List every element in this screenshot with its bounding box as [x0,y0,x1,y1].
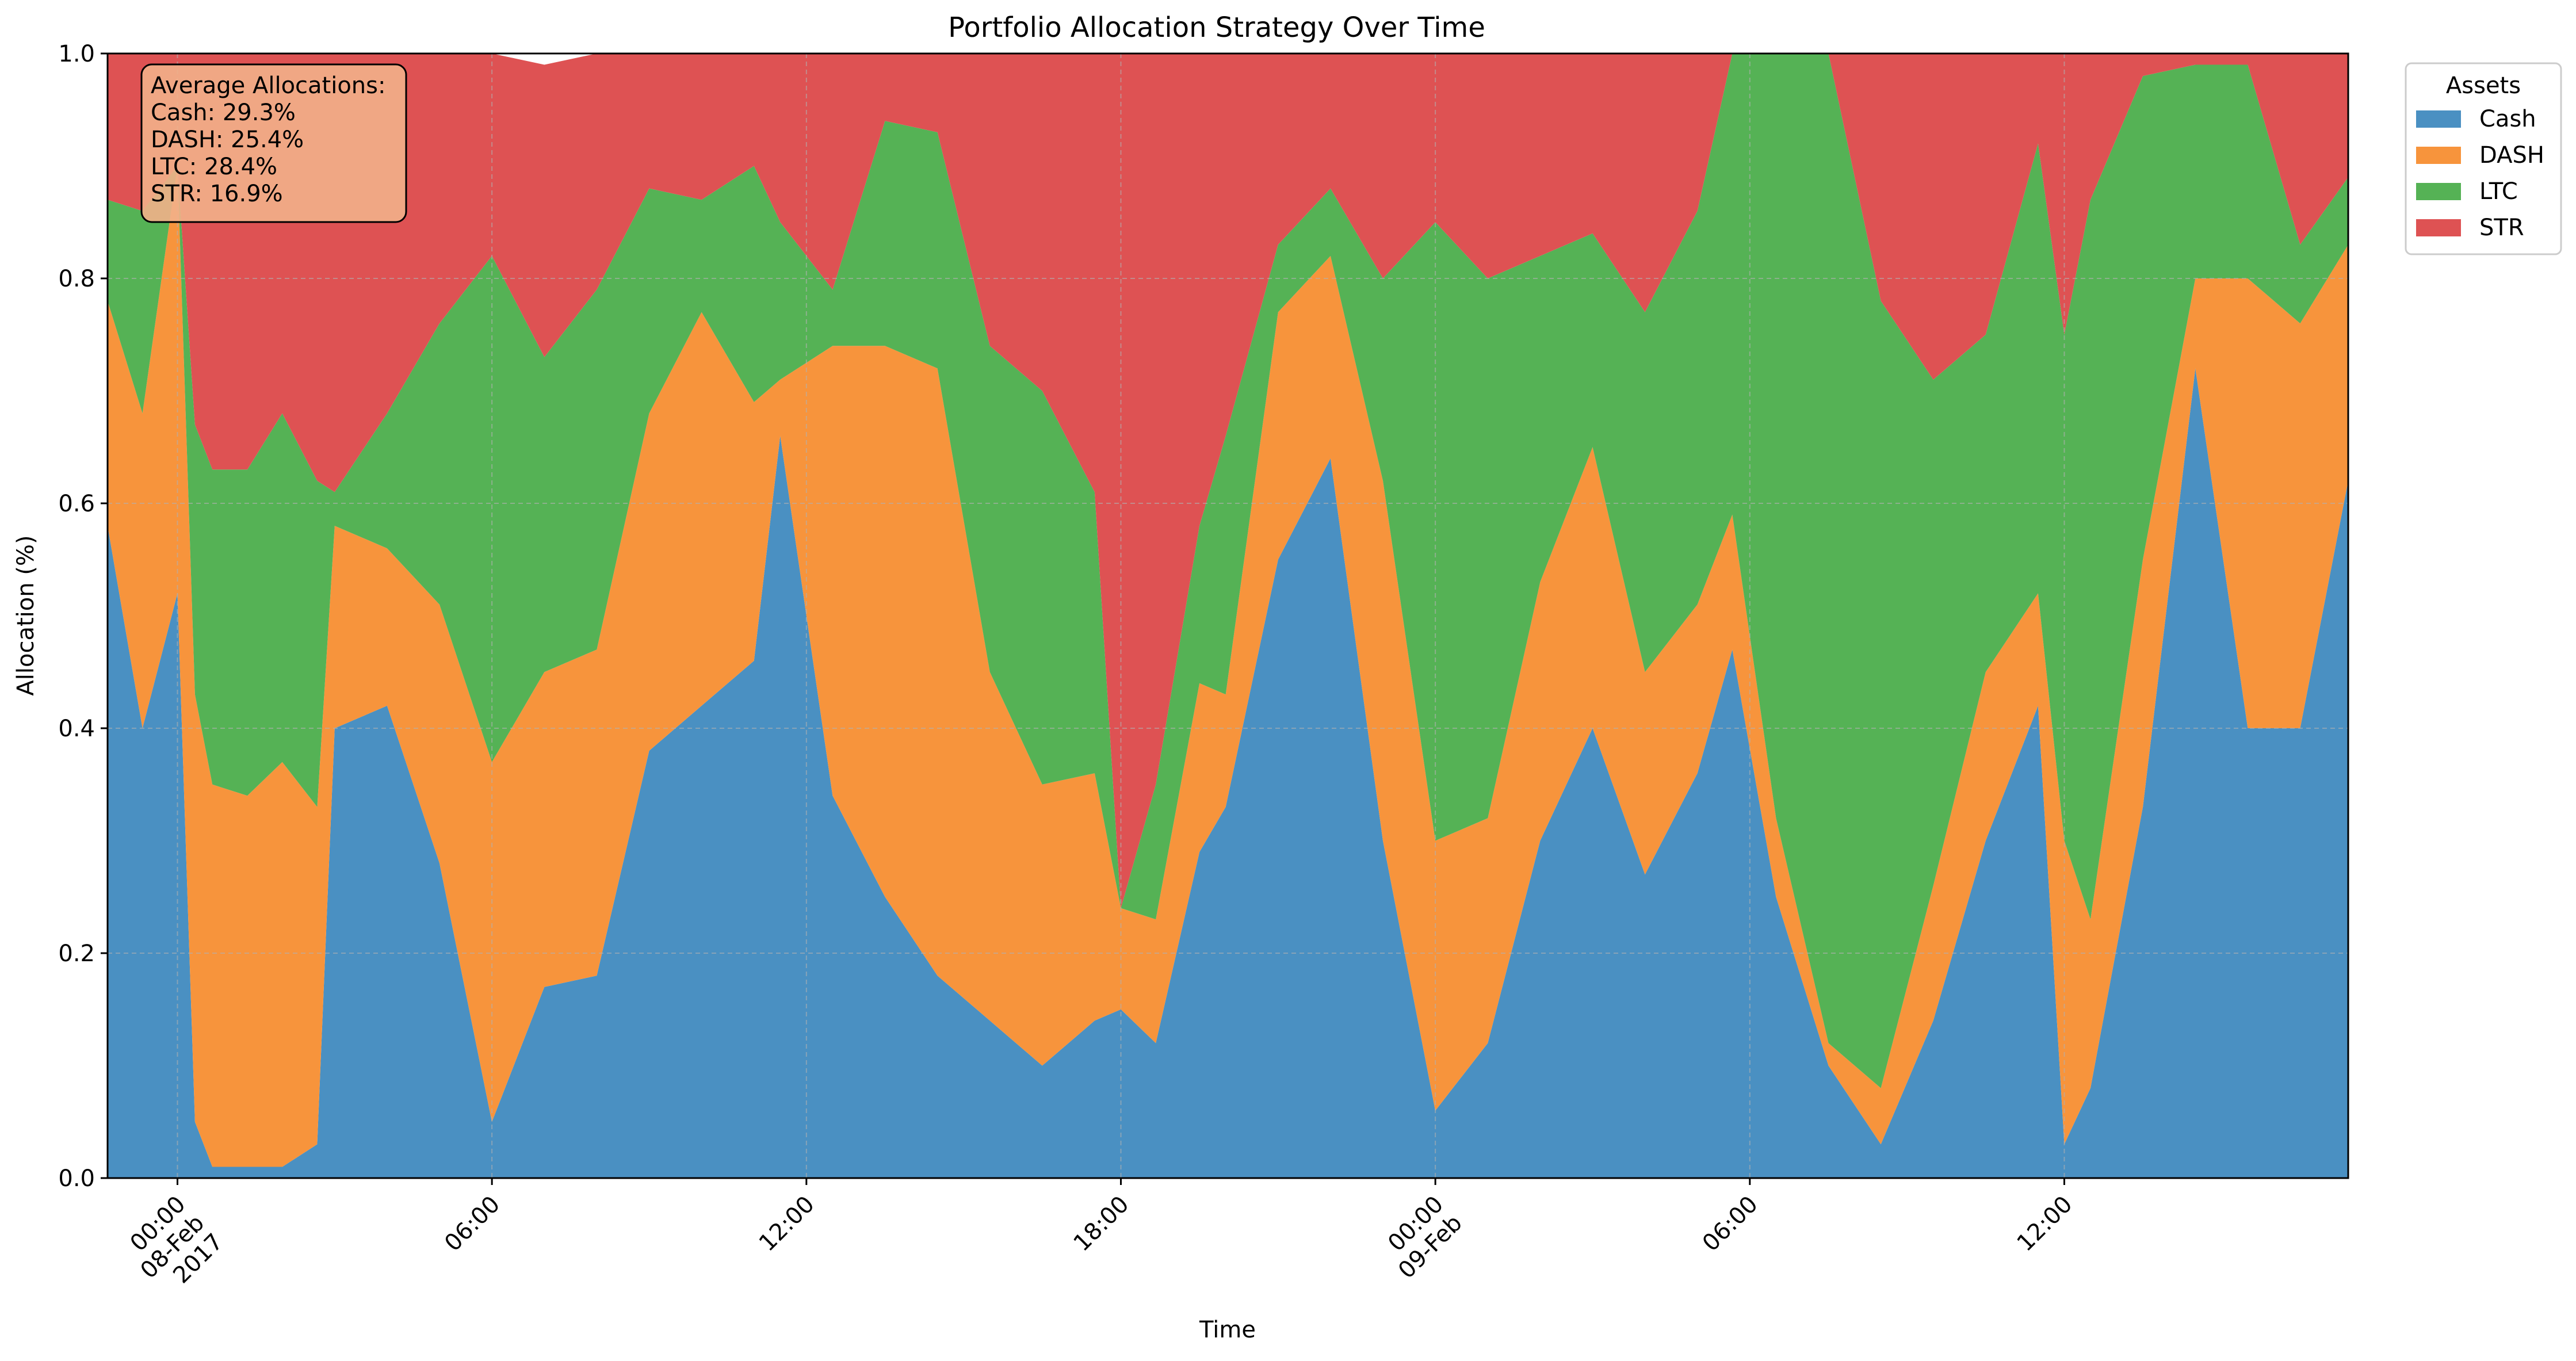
y-axis-label: Allocation (%) [13,535,39,695]
stacked-areas [108,53,2348,1178]
legend-label-ltc: LTC [2479,178,2518,205]
plot-frame [106,52,2349,1179]
x-axis-label: Time [1199,1317,1256,1343]
chart-title: Portfolio Allocation Strategy Over Time [948,12,1485,44]
legend-label-str: STR [2479,215,2524,241]
legend-swatch-dash [2416,147,2461,164]
y-tick-label: 0.4 [58,716,95,742]
legend-title: Assets [2446,72,2521,99]
y-tick-label: 0.6 [58,491,95,517]
y-tick-label: 0.8 [58,266,95,292]
legend-items: Cash DASH LTC STR [2416,106,2544,241]
grid-lines [108,53,2348,1178]
area-cash [108,368,2348,1178]
area-dash [108,166,2348,1167]
average-line: STR: 16.9% [151,181,283,207]
y-tick-label: 1.0 [58,41,95,67]
area-ltc [108,53,2348,1088]
average-allocations-text: Average Allocations:Cash: 29.3%DASH: 25.… [151,72,385,207]
average-line: Cash: 29.3% [151,100,296,126]
legend: Assets Cash DASH LTC STR [2405,62,2562,255]
average-box-background [140,63,407,223]
legend-swatch-str [2416,219,2461,236]
legend-swatch-cash [2416,110,2461,128]
legend-label-cash: Cash [2479,106,2536,132]
average-line: LTC: 28.4% [151,154,277,180]
average-line: Average Allocations: [151,72,385,99]
legend-swatch-ltc [2416,183,2461,200]
legend-label-dash: DASH [2479,142,2544,169]
y-axis: 0.0 0.2 0.4 0.6 0.8 1.0 [58,41,108,1192]
average-allocations-box: Average Allocations:Cash: 29.3%DASH: 25.… [140,63,407,223]
average-line: DASH: 25.4% [151,127,304,153]
y-tick-label: 0.0 [58,1165,95,1192]
y-tick-label: 0.2 [58,941,95,967]
